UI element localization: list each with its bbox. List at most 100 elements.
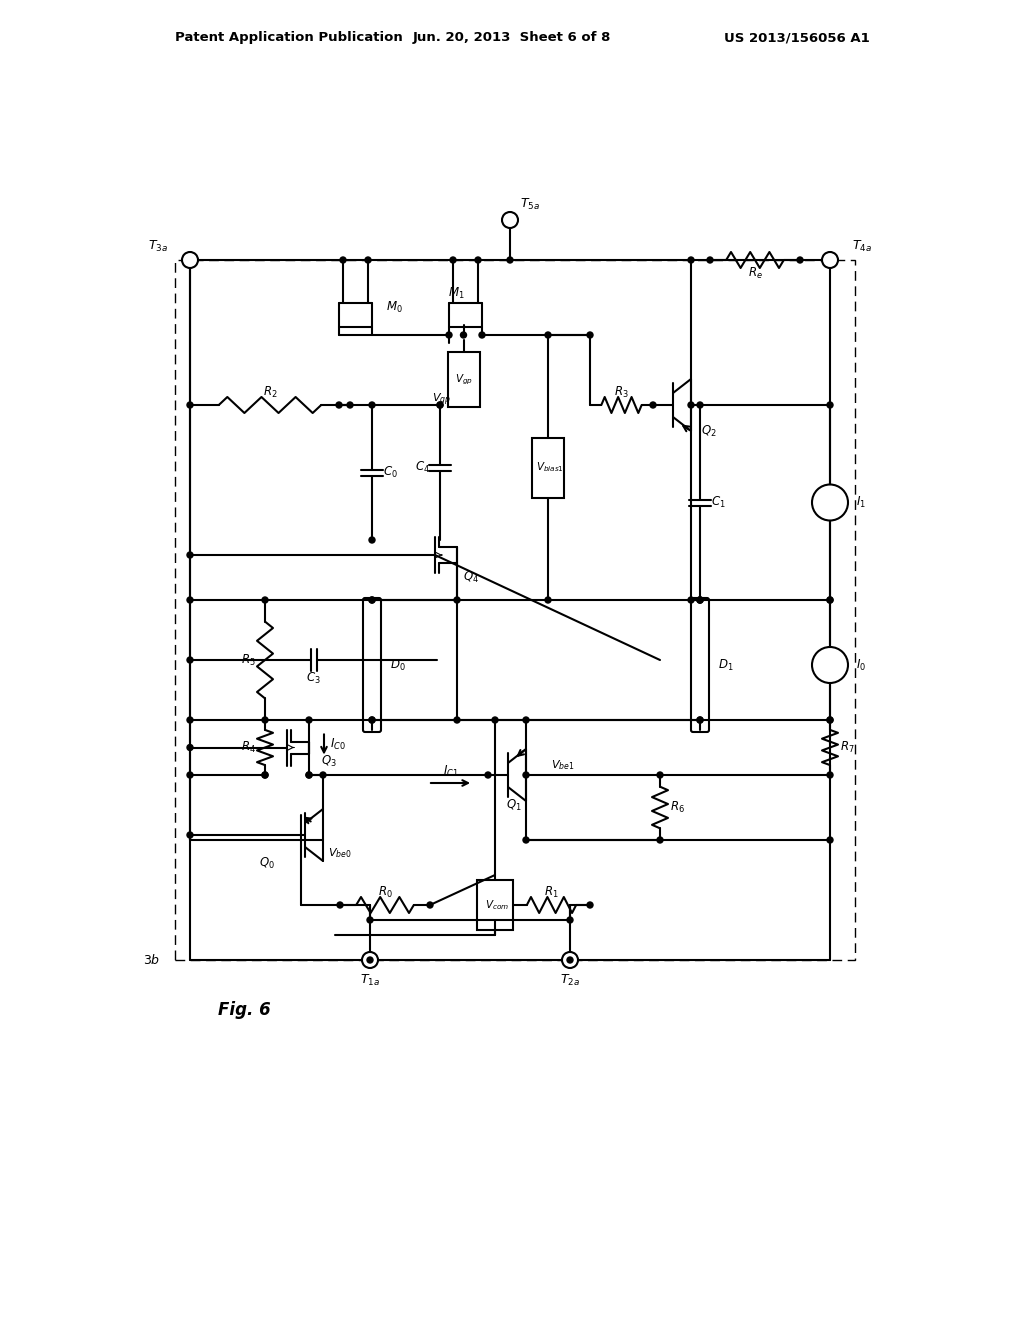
Text: $I_1$: $I_1$ [856, 495, 866, 510]
Circle shape [657, 837, 663, 843]
Circle shape [262, 772, 268, 777]
Circle shape [187, 403, 193, 408]
Circle shape [523, 837, 529, 843]
Circle shape [187, 772, 193, 777]
Text: $Q_2$: $Q_2$ [701, 424, 717, 438]
Text: $I_{C0}$: $I_{C0}$ [330, 737, 346, 752]
Circle shape [187, 744, 193, 751]
Circle shape [437, 403, 443, 408]
Circle shape [827, 837, 833, 843]
Circle shape [367, 917, 373, 923]
Text: $R_5$: $R_5$ [241, 652, 255, 668]
Circle shape [454, 717, 460, 723]
Text: $C_3$: $C_3$ [306, 671, 321, 685]
Text: $T_{4a}$: $T_{4a}$ [852, 239, 872, 253]
Circle shape [523, 717, 529, 723]
Circle shape [306, 772, 312, 777]
Circle shape [427, 902, 433, 908]
Text: US 2013/156056 A1: US 2013/156056 A1 [724, 32, 870, 45]
Text: $R_2$: $R_2$ [263, 384, 278, 400]
Circle shape [187, 657, 193, 663]
Text: $I_{C1}$: $I_{C1}$ [442, 763, 459, 779]
Circle shape [446, 333, 452, 338]
Text: Patent Application Publication: Patent Application Publication [175, 32, 402, 45]
Text: $V_{gp}$: $V_{gp}$ [432, 391, 451, 408]
Text: $V_{bias1}$: $V_{bias1}$ [536, 461, 564, 474]
Circle shape [562, 952, 578, 968]
Circle shape [697, 403, 703, 408]
Text: $T_{1a}$: $T_{1a}$ [360, 973, 380, 987]
Circle shape [545, 333, 551, 338]
Circle shape [545, 597, 551, 603]
Circle shape [365, 257, 371, 263]
Circle shape [827, 717, 833, 723]
Circle shape [827, 597, 833, 603]
Text: Fig. 6: Fig. 6 [218, 1001, 270, 1019]
Circle shape [657, 772, 663, 777]
Circle shape [262, 772, 268, 777]
Circle shape [697, 717, 703, 723]
Text: $M_1$: $M_1$ [447, 285, 464, 301]
Text: $R_e$: $R_e$ [748, 265, 763, 281]
Circle shape [369, 717, 375, 723]
Circle shape [306, 772, 312, 777]
Text: Jun. 20, 2013  Sheet 6 of 8: Jun. 20, 2013 Sheet 6 of 8 [413, 32, 611, 45]
Circle shape [812, 647, 848, 682]
Text: $D_0$: $D_0$ [390, 657, 406, 673]
Circle shape [362, 952, 378, 968]
Circle shape [502, 213, 518, 228]
Text: $V_{com}$: $V_{com}$ [485, 898, 509, 912]
Text: $3b$: $3b$ [142, 953, 160, 968]
Text: $Q_1$: $Q_1$ [506, 797, 522, 813]
Circle shape [827, 597, 833, 603]
Circle shape [319, 772, 326, 777]
Text: $R_3$: $R_3$ [614, 384, 629, 400]
Circle shape [485, 772, 490, 777]
Text: $M_0$: $M_0$ [386, 300, 402, 314]
Circle shape [369, 403, 375, 408]
Text: $V_{gp}$: $V_{gp}$ [455, 372, 472, 387]
Bar [532, 437, 564, 498]
Circle shape [367, 957, 373, 964]
Text: $R_0$: $R_0$ [378, 884, 392, 899]
Circle shape [797, 257, 803, 263]
Bar [175, 260, 855, 960]
Circle shape [587, 333, 593, 338]
Circle shape [187, 832, 193, 838]
Text: $Q_4$: $Q_4$ [463, 569, 479, 585]
Text: $R_7$: $R_7$ [840, 741, 854, 755]
Circle shape [369, 717, 375, 723]
Circle shape [461, 333, 467, 338]
Circle shape [567, 957, 573, 964]
Circle shape [475, 257, 481, 263]
Text: $T_{5a}$: $T_{5a}$ [520, 197, 540, 211]
Text: $T_{3a}$: $T_{3a}$ [148, 239, 168, 253]
Text: $I_0$: $I_0$ [856, 657, 866, 673]
Circle shape [688, 597, 694, 603]
Text: $V_{be0}$: $V_{be0}$ [328, 846, 352, 859]
Text: $V_{be1}$: $V_{be1}$ [551, 758, 574, 772]
Circle shape [262, 717, 268, 723]
Text: $R_4$: $R_4$ [241, 741, 255, 755]
Bar [447, 352, 479, 407]
Circle shape [707, 257, 713, 263]
Circle shape [827, 772, 833, 777]
Circle shape [369, 537, 375, 543]
Circle shape [812, 484, 848, 520]
Text: $Q_0$: $Q_0$ [259, 855, 275, 871]
Text: $T_{2a}$: $T_{2a}$ [560, 973, 580, 987]
Circle shape [650, 403, 656, 408]
Bar [477, 880, 513, 931]
Circle shape [697, 717, 703, 723]
Circle shape [306, 717, 312, 723]
Circle shape [688, 403, 694, 408]
Circle shape [336, 403, 342, 408]
Circle shape [450, 257, 456, 263]
Circle shape [369, 597, 375, 603]
Circle shape [697, 597, 703, 603]
Circle shape [507, 257, 513, 263]
Circle shape [697, 597, 703, 603]
Circle shape [347, 403, 353, 408]
Circle shape [827, 403, 833, 408]
Circle shape [454, 597, 460, 603]
